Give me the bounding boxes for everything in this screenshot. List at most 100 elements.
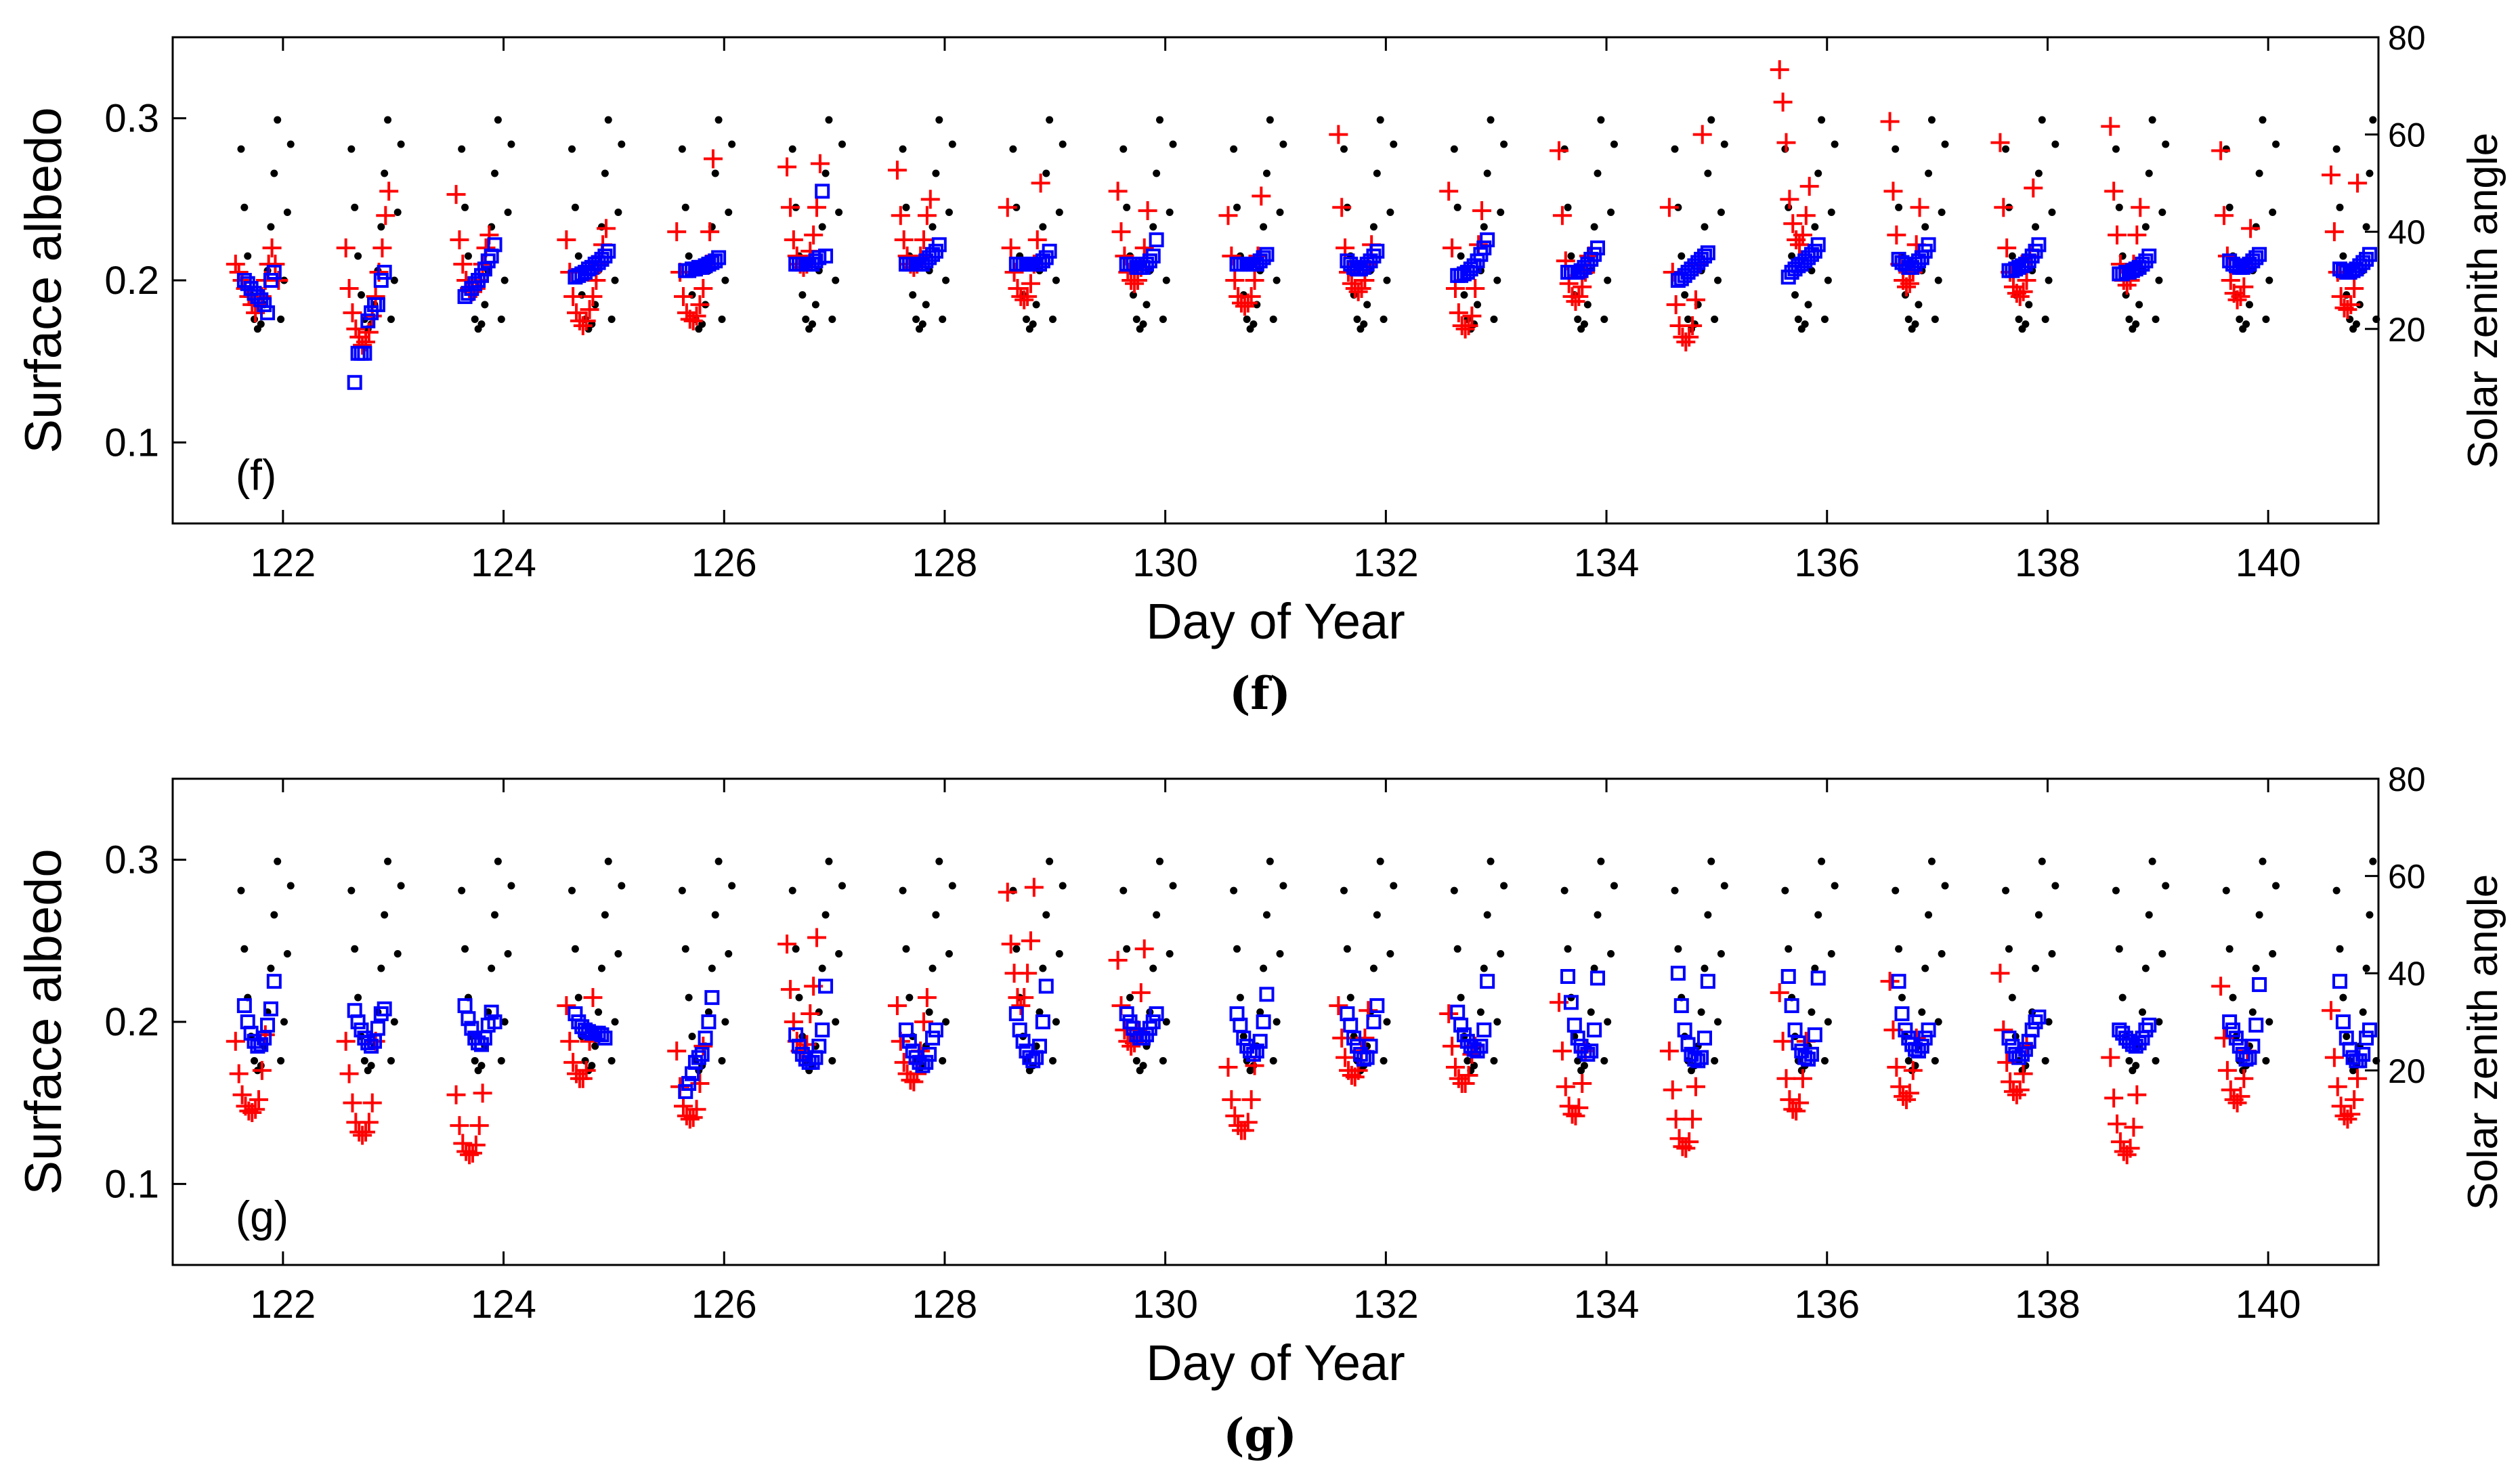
y-tick-label: 0.1 — [104, 1162, 159, 1206]
sza-point — [1927, 857, 1936, 865]
albedo-plus-point — [1780, 190, 1799, 209]
sza-point — [491, 911, 499, 919]
albedo-square-point — [2332, 974, 2348, 989]
sza-point — [1684, 315, 1692, 323]
albedo-plus-point — [353, 335, 372, 355]
sza-point — [1236, 993, 1244, 1002]
albedo-plus-point — [1776, 133, 1796, 152]
sza-point — [1042, 169, 1050, 177]
albedo-plus-point — [687, 306, 706, 326]
albedo-plus-point — [1348, 282, 1368, 301]
albedo-plus-point — [2338, 300, 2357, 320]
albedo-plus-point — [2231, 286, 2250, 306]
albedo-plus-point — [2221, 271, 2240, 290]
albedo-plus-point — [226, 255, 245, 274]
albedo-square-point — [1780, 968, 1796, 984]
sza-point — [2005, 945, 2013, 953]
albedo-plus-point — [2131, 198, 2150, 217]
sza-point — [237, 886, 245, 895]
sza-point — [2034, 911, 2043, 919]
albedo-square-point — [1696, 249, 1712, 264]
sza-point — [2015, 315, 2023, 323]
albedo-square-point — [568, 1006, 583, 1022]
albedo-plus-point — [576, 311, 596, 330]
sza-point — [257, 320, 265, 328]
sza-point — [1607, 949, 1615, 958]
albedo-plus-point — [269, 271, 289, 290]
sza-point — [497, 1056, 505, 1065]
sza-point — [945, 208, 953, 216]
albedo-plus-point — [998, 882, 1017, 902]
albedo-square-point — [1256, 1014, 1271, 1029]
sza-point — [728, 882, 736, 890]
albedo-plus-point — [2215, 206, 2234, 225]
albedo-square-point — [266, 974, 282, 989]
sza-point — [2152, 1056, 2160, 1065]
sza-point — [2148, 857, 2156, 865]
sza-point — [1132, 1056, 1140, 1065]
sza-point — [1369, 223, 1378, 231]
albedo-plus-point — [1015, 290, 1034, 309]
sza-point — [1564, 945, 1572, 953]
albedo-plus-point — [343, 303, 362, 322]
albedo-plus-point — [262, 238, 282, 258]
sza-point — [1587, 1008, 1595, 1016]
albedo-plus-point — [917, 988, 937, 1008]
sza-point — [678, 886, 686, 895]
sza-point — [2162, 140, 2170, 148]
sza-point — [2242, 320, 2250, 328]
sza-point — [1126, 993, 1134, 1002]
sza-point — [948, 882, 956, 890]
sza-point — [1892, 145, 1900, 153]
albedo-plus-point — [683, 1108, 703, 1127]
albedo-plus-point — [453, 255, 473, 274]
sza-point — [1052, 1018, 1060, 1026]
sza-point — [1831, 140, 1839, 148]
sza-point — [681, 945, 689, 953]
sza-point — [1697, 1008, 1705, 1016]
sza-point — [2158, 949, 2166, 958]
albedo-plus-point — [1659, 198, 1679, 217]
sza-point — [2141, 964, 2150, 972]
albedo-plus-point — [800, 1004, 820, 1024]
sza-point — [2372, 1056, 2380, 1065]
albedo-plus-point — [1573, 1073, 1592, 1093]
sza-point — [1139, 1062, 1147, 1070]
sza-point — [1279, 882, 1287, 890]
albedo-square-point — [370, 1020, 385, 1036]
sza-point — [1610, 140, 1618, 148]
y2-axis-label: Solar zenith angle — [2460, 133, 2506, 469]
sza-point — [1824, 1018, 1832, 1026]
y-axis-label: Surface albedo — [15, 848, 72, 1195]
sza-point — [1604, 1018, 1612, 1026]
sza-point — [2002, 886, 2010, 895]
sza-point — [2112, 145, 2120, 153]
sza-point — [1142, 301, 1151, 309]
sza-point — [614, 949, 622, 958]
sza-point — [1597, 116, 1605, 124]
albedo-plus-point — [463, 1143, 482, 1163]
albedo-plus-point — [1459, 1065, 1478, 1085]
albedo-plus-point — [372, 238, 392, 258]
sza-point — [597, 964, 605, 972]
albedo-plus-point — [1466, 278, 1485, 298]
sza-point — [274, 116, 282, 124]
albedo-square-point — [373, 273, 389, 288]
sza-point — [1156, 857, 1164, 865]
albedo-plus-point — [1790, 235, 1810, 255]
albedo-plus-point — [1225, 1106, 1245, 1125]
albedo-plus-point — [366, 286, 385, 306]
albedo-plus-point — [1225, 271, 1245, 290]
albedo-plus-point — [339, 1064, 359, 1083]
y2-tick-label: 80 — [2388, 760, 2426, 798]
albedo-plus-point — [1218, 206, 1238, 225]
x-tick-label: 132 — [1353, 541, 1419, 585]
albedo-plus-point — [339, 278, 359, 298]
albedo-square-point — [2001, 1030, 2017, 1046]
sza-point — [798, 291, 807, 299]
albedo-square-point — [1363, 1038, 1378, 1054]
sza-point — [591, 1042, 599, 1050]
sza-point — [1811, 964, 1819, 972]
albedo-plus-point — [1336, 1048, 1355, 1067]
sza-point — [1139, 320, 1147, 328]
